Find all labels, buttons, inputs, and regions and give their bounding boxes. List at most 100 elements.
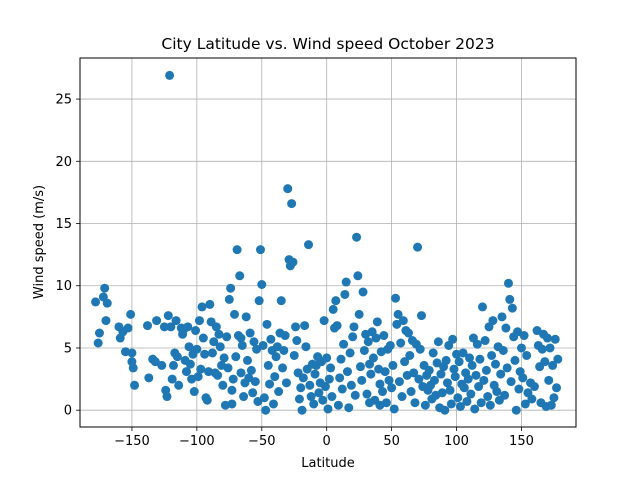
y-tick-label: 0 bbox=[64, 404, 72, 419]
data-point bbox=[226, 283, 236, 293]
data-point bbox=[506, 377, 516, 387]
data-point bbox=[385, 340, 395, 350]
data-point bbox=[209, 337, 219, 347]
data-point bbox=[529, 382, 539, 392]
data-point bbox=[458, 348, 468, 358]
y-tick-label: 15 bbox=[55, 217, 72, 232]
data-point bbox=[294, 394, 304, 404]
data-point bbox=[355, 362, 365, 372]
data-point bbox=[510, 355, 520, 365]
data-point bbox=[498, 345, 508, 355]
data-point bbox=[280, 331, 290, 341]
data-point bbox=[159, 322, 169, 332]
data-point bbox=[448, 334, 458, 344]
data-point bbox=[350, 390, 360, 400]
data-point bbox=[414, 374, 424, 384]
data-point bbox=[413, 242, 423, 252]
data-point bbox=[262, 319, 272, 329]
data-point bbox=[442, 378, 452, 388]
data-point bbox=[167, 374, 177, 384]
data-point bbox=[91, 297, 101, 307]
data-point bbox=[318, 395, 328, 405]
data-point bbox=[193, 372, 203, 382]
data-point bbox=[522, 350, 532, 360]
axis-ticks: −150 −100 −50 0 50 100 150 0 5 10 15 20 25 bbox=[55, 93, 533, 449]
y-tick-label: 25 bbox=[55, 93, 72, 108]
data-point bbox=[232, 245, 242, 255]
data-point bbox=[437, 388, 447, 398]
data-point bbox=[348, 332, 358, 342]
data-point bbox=[470, 404, 480, 414]
data-point bbox=[196, 364, 206, 374]
data-point bbox=[333, 400, 343, 410]
data-point bbox=[305, 380, 315, 390]
data-point bbox=[214, 329, 224, 339]
data-point bbox=[202, 395, 212, 405]
data-point bbox=[235, 271, 245, 281]
x-tick-label: −150 bbox=[114, 434, 150, 449]
data-point bbox=[263, 360, 273, 370]
data-point bbox=[143, 321, 153, 331]
data-point bbox=[420, 400, 430, 410]
data-point bbox=[388, 360, 398, 370]
data-point bbox=[472, 339, 482, 349]
data-point bbox=[359, 345, 369, 355]
data-point bbox=[184, 342, 194, 352]
data-point bbox=[478, 302, 488, 312]
data-point bbox=[291, 322, 301, 332]
data-point bbox=[236, 333, 246, 343]
data-point bbox=[259, 393, 269, 403]
data-point bbox=[320, 382, 330, 392]
data-point bbox=[319, 316, 329, 326]
data-point bbox=[191, 326, 201, 336]
data-point bbox=[480, 336, 490, 346]
data-point bbox=[545, 343, 555, 353]
data-point bbox=[527, 394, 537, 404]
data-point bbox=[389, 404, 399, 414]
x-axis-label: Latitude bbox=[301, 456, 355, 471]
data-point bbox=[476, 398, 486, 408]
data-point bbox=[358, 287, 368, 297]
data-point bbox=[542, 333, 552, 343]
data-point bbox=[341, 277, 351, 287]
data-point bbox=[246, 365, 256, 375]
data-point bbox=[200, 349, 210, 359]
data-point bbox=[283, 184, 293, 194]
data-point bbox=[501, 323, 511, 333]
data-point bbox=[380, 367, 390, 377]
data-point bbox=[255, 245, 265, 255]
data-point bbox=[396, 338, 406, 348]
data-point bbox=[393, 309, 403, 319]
data-point bbox=[237, 340, 247, 350]
data-point bbox=[416, 311, 426, 321]
data-point bbox=[406, 387, 416, 397]
data-point bbox=[446, 399, 456, 409]
data-point bbox=[335, 373, 345, 383]
data-point bbox=[189, 387, 199, 397]
data-point bbox=[194, 316, 204, 326]
data-point bbox=[207, 348, 217, 358]
data-point bbox=[218, 380, 228, 390]
data-point bbox=[339, 339, 349, 349]
data-point bbox=[409, 368, 419, 378]
data-point bbox=[378, 387, 388, 397]
data-point bbox=[483, 392, 493, 402]
data-point bbox=[546, 400, 556, 410]
data-point bbox=[436, 369, 446, 379]
data-point bbox=[485, 400, 495, 410]
data-point bbox=[553, 354, 563, 364]
data-point bbox=[365, 398, 375, 408]
data-point bbox=[219, 353, 229, 363]
data-point bbox=[130, 380, 140, 390]
data-point bbox=[394, 377, 404, 387]
data-point bbox=[306, 392, 316, 402]
data-point bbox=[310, 369, 320, 379]
data-point bbox=[257, 280, 267, 290]
data-point bbox=[213, 370, 223, 380]
data-point bbox=[516, 343, 526, 353]
data-point bbox=[511, 405, 521, 415]
data-point bbox=[197, 302, 207, 312]
data-point bbox=[462, 396, 472, 406]
data-point bbox=[127, 357, 137, 367]
data-point bbox=[375, 400, 385, 410]
